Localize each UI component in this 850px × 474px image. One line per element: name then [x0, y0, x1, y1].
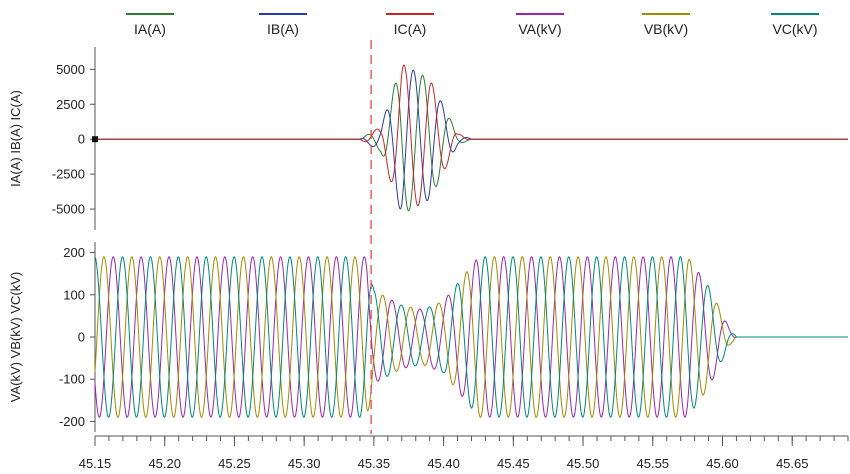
voltage-panel: VA(kV) VB(kV) VC(kV) 200 100 0 -100 -200 [8, 242, 848, 432]
voltage-y-tick-label: -100 [59, 372, 85, 387]
voltage-y-tick-label: 0 [78, 330, 85, 345]
series-vakv [94, 256, 848, 418]
x-tick-label: 45.15 [79, 456, 112, 471]
voltage-y-axis-label: VA(kV) VB(kV) VC(kV) [8, 272, 23, 403]
legend-label-0: IA(A) [134, 21, 166, 37]
voltage-y-tick-label: -200 [59, 414, 85, 429]
cursor-marker[interactable] [92, 136, 98, 143]
current-y-tick-label: 2500 [56, 97, 85, 112]
voltage-y-tick-label: 200 [63, 245, 85, 260]
x-tick-label: 45.25 [218, 456, 251, 471]
x-tick-label: 45.30 [288, 456, 321, 471]
x-tick-label: 45.35 [358, 456, 391, 471]
current-y-tick-label: -5000 [52, 202, 85, 217]
current-y-tick-label: 5000 [56, 62, 85, 77]
x-tick-label: 45.60 [706, 456, 739, 471]
x-tick-label: 45.45 [497, 456, 530, 471]
current-y-tick-label: 0 [78, 132, 85, 147]
x-tick-label: 45.20 [148, 456, 181, 471]
voltage-y-tick-label: 100 [63, 287, 85, 302]
x-axis: 45.15 45.20 45.25 45.30 45.35 45.40 45.45 45.50… [79, 435, 849, 471]
legend-label-4: VB(kV) [644, 21, 688, 37]
x-tick-label: 45.55 [637, 456, 670, 471]
series-ica [95, 64, 848, 207]
x-tick-label: 45.40 [427, 456, 460, 471]
series-vckv [94, 256, 848, 418]
legend-label-2: IC(A) [394, 21, 427, 37]
legend-label-1: IB(A) [267, 21, 299, 37]
series-iaa [95, 74, 848, 212]
current-y-axis-label: IA(A) IB(A) IC(A) [8, 90, 23, 187]
legend-label-3: VA(kV) [518, 21, 561, 37]
current-y-tick-label: -2500 [52, 167, 85, 182]
legend: IA(A) IB(A) IC(A) VA(kV) VB(kV) VC(kV) [126, 13, 819, 37]
legend-label-5: VC(kV) [772, 21, 817, 37]
x-tick-label: 45.50 [567, 456, 600, 471]
series-vbkv [94, 256, 848, 418]
x-tick-label: 45.65 [776, 456, 809, 471]
current-panel: IA(A) IB(A) IC(A) 5000 2500 0 -2500 -5000 [8, 47, 848, 230]
